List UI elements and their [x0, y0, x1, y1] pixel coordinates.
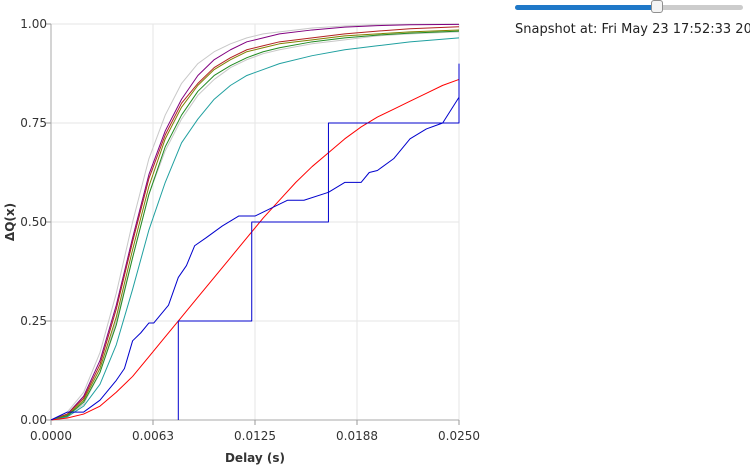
- slider-fill: [515, 5, 658, 10]
- y-tick-label: 0.00: [20, 413, 47, 427]
- series-line-10: [177, 63, 460, 420]
- x-tick-label: 0.0250: [438, 429, 480, 443]
- slider-thumb[interactable]: [651, 0, 664, 13]
- y-tick-label: 0.25: [20, 314, 47, 328]
- x-tick-label: 0.0125: [234, 429, 276, 443]
- x-axis-title: Delay (s): [225, 451, 285, 465]
- series-line-3: [50, 23, 460, 421]
- y-tick-label: 1.00: [20, 17, 47, 31]
- x-tick-label: 0.0063: [132, 429, 174, 443]
- series-layer: [50, 23, 460, 421]
- ticks-layer: 0.0000 0.0063 0.0125 0.0188 0.0250 0.00 0.25 0.…: [20, 17, 480, 443]
- series-line-9: [50, 96, 460, 421]
- series-line-1: [50, 23, 460, 421]
- series-line-8: [50, 78, 460, 421]
- y-axis-title: ΔQ(x): [3, 203, 17, 241]
- y-tick-label: 0.50: [20, 215, 47, 229]
- snapshot-timestamp: Snapshot at: Fri May 23 17:52:33 2025: [515, 22, 750, 37]
- snapshot-slider[interactable]: [515, 0, 750, 16]
- slider-track[interactable]: [515, 0, 743, 13]
- series-line-7: [50, 37, 460, 421]
- y-tick-label: 0.75: [20, 116, 47, 130]
- series-line-6: [50, 30, 460, 421]
- x-tick-label: 0.0188: [336, 429, 378, 443]
- x-tick-label: 0.0000: [30, 429, 72, 443]
- series-line-4: [50, 26, 460, 421]
- series-line-5: [50, 29, 460, 421]
